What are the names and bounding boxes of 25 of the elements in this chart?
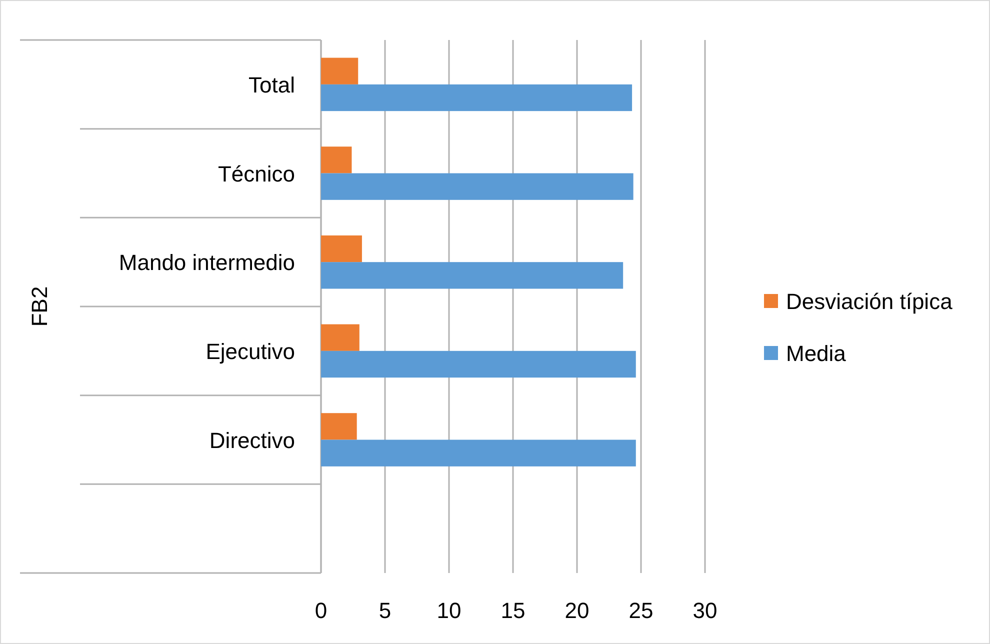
y-tick-label: Mando intermedio: [118, 250, 295, 276]
bar: [321, 146, 352, 174]
bar: [321, 173, 634, 200]
x-tick-label: 5: [378, 598, 392, 623]
x-tick-label: 25: [628, 598, 654, 623]
y-axis-title: FB2: [27, 286, 52, 327]
y-tick-label: Técnico: [218, 161, 295, 186]
legend-label: Media: [786, 341, 847, 366]
y-tick-label: Total: [248, 72, 295, 98]
bar: [321, 413, 357, 440]
legend-label: Desviación típica: [786, 289, 954, 314]
x-tick-label: 15: [500, 598, 526, 623]
bar: [321, 262, 624, 289]
bar: [321, 84, 632, 112]
y-tick-label: Directivo: [209, 428, 295, 453]
x-tick-label: 0: [314, 598, 328, 623]
bar: [321, 235, 362, 262]
bar: [321, 440, 636, 466]
bar: [321, 324, 360, 351]
y-tick-label: Ejecutivo: [206, 338, 295, 364]
x-tick-label: 10: [436, 598, 462, 623]
bar: [321, 58, 358, 84]
bar: [321, 350, 636, 378]
x-tick-label: 30: [692, 598, 718, 623]
x-tick-label: 20: [564, 598, 590, 623]
